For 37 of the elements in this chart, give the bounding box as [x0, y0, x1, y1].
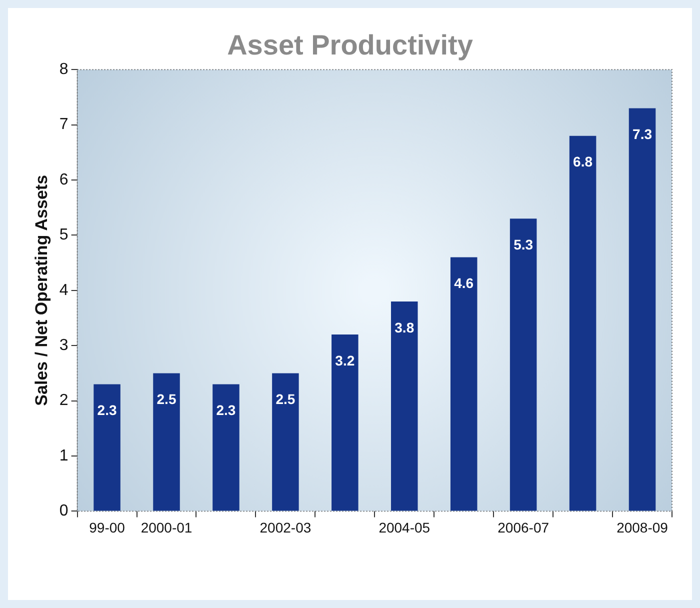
x-tick-label: 2002-03: [260, 519, 312, 536]
data-label: 2.3: [97, 402, 117, 418]
bar: [391, 301, 418, 511]
data-label: 3.2: [335, 352, 355, 368]
data-label: 5.3: [514, 236, 534, 252]
x-tick-label: 2004-05: [378, 519, 430, 536]
y-axis-title: Sales / Net Operating Assets: [32, 174, 51, 406]
y-tick-label: 6: [59, 171, 68, 188]
y-tick-label: 4: [59, 282, 68, 299]
bar: [153, 373, 180, 511]
bar: [94, 384, 120, 511]
data-label: 2.3: [216, 402, 236, 418]
x-tick-label: 2008-09: [616, 519, 668, 536]
x-tick-label: 2000-01: [140, 519, 192, 536]
y-tick-label: 7: [59, 116, 68, 134]
x-tick-label: 99-00: [89, 519, 126, 536]
data-label: 2.5: [276, 391, 296, 408]
bar: [272, 373, 299, 511]
y-tick-label: 5: [59, 226, 68, 244]
data-label: 4.6: [454, 275, 474, 292]
y-tick-label: 3: [59, 337, 68, 354]
y-tick-label: 8: [59, 61, 68, 78]
bar: [212, 384, 240, 511]
y-tick-label: 2: [59, 392, 68, 410]
bar: [332, 334, 358, 511]
data-label: 6.8: [573, 154, 593, 170]
data-label: 7.3: [632, 126, 652, 142]
y-tick-label: 0: [59, 502, 68, 520]
x-tick-label: 2006-07: [498, 519, 550, 536]
data-label: 2.5: [156, 391, 176, 408]
y-tick-label: 1: [59, 447, 68, 464]
bar: [628, 108, 656, 511]
bar: [569, 136, 596, 511]
chart-title: Asset Productivity: [227, 30, 474, 61]
data-label: 3.8: [394, 319, 414, 336]
bar: [510, 218, 537, 511]
bar: [450, 257, 478, 511]
